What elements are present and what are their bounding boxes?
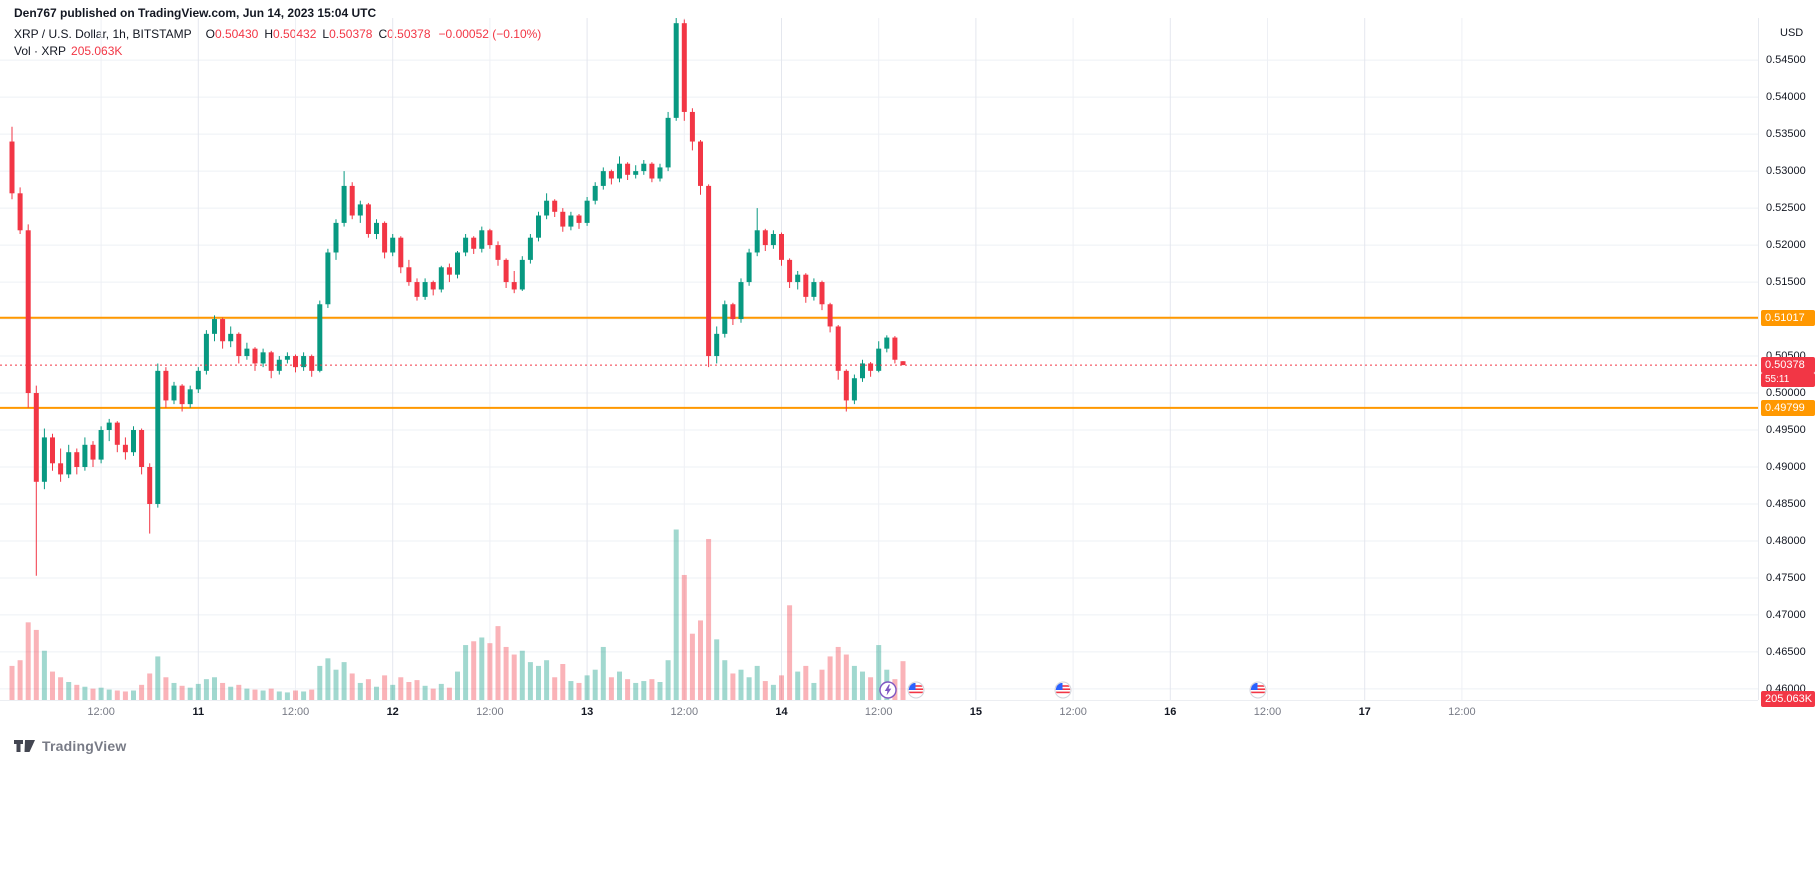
tradingview-logo-icon — [14, 740, 35, 752]
currency-label: USD — [1780, 27, 1804, 39]
ohlc-low-label: L — [322, 27, 330, 41]
price-tick: 0.53500 — [1766, 128, 1806, 141]
economic-event-flag-icon[interactable] — [1249, 681, 1267, 699]
bar-countdown-label: 55:11 — [1761, 373, 1815, 388]
ohlc-open-value: 0.50430 — [214, 27, 259, 41]
time-tick: 12:00 — [864, 706, 893, 718]
candles-layer[interactable] — [9, 18, 906, 576]
time-tick: 12 — [386, 706, 399, 718]
volume-axis-label: 205.063K — [1761, 691, 1815, 707]
ohlc-low-value: 0.50378 — [329, 27, 373, 41]
volume-indicator-row: Vol · XRP 205.063K — [14, 44, 122, 58]
price-tick: 0.53000 — [1766, 165, 1806, 178]
symbol-info-bar: XRP / U.S. Dollar, 1h, BITSTAMP O0.50430 H… — [14, 27, 541, 41]
price-tick: 0.50000 — [1766, 387, 1806, 400]
time-tick: 16 — [1164, 706, 1177, 718]
economic-event-flag-icon[interactable] — [1054, 681, 1072, 699]
ohlc-open-label: O — [205, 27, 215, 41]
time-tick: 13 — [580, 706, 594, 718]
time-tick: 12:00 — [281, 706, 310, 718]
economic-event-flag-icon[interactable] — [907, 681, 925, 699]
level-price-label[interactable]: 0.49799 — [1761, 399, 1815, 416]
price-tick: 0.48000 — [1766, 534, 1806, 547]
chart-plot-area[interactable] — [0, 18, 1758, 700]
price-tick: 0.46500 — [1766, 645, 1806, 658]
candlestick-chart[interactable] — [0, 18, 1758, 700]
price-tick: 0.52500 — [1766, 202, 1806, 215]
time-tick: 12:00 — [1253, 706, 1282, 718]
time-tick: 12:00 — [670, 706, 699, 718]
price-tick: 0.51500 — [1766, 276, 1806, 289]
ohlc-high-label: H — [264, 27, 274, 41]
grid-layer — [0, 18, 1758, 700]
volume-value: 205.063K — [71, 44, 123, 58]
time-tick: 12:00 — [476, 706, 504, 718]
price-tick: 0.52000 — [1766, 239, 1806, 252]
horizontal-levels-layer[interactable] — [0, 316, 1758, 409]
published-byline: Den767 published on TradingView.com, Jun… — [14, 6, 377, 20]
price-tick: 0.48500 — [1766, 497, 1806, 510]
volume-label[interactable]: Vol · XRP — [14, 44, 67, 58]
time-tick: 12:00 — [87, 706, 115, 718]
idea-lightning-icon[interactable] — [878, 681, 897, 699]
event-markers-layer — [878, 681, 1267, 699]
price-tick: 0.47500 — [1766, 571, 1806, 584]
time-tick: 15 — [969, 706, 983, 718]
price-tick: 0.49000 — [1766, 460, 1806, 473]
ohlc-close-value: 0.50378 — [387, 27, 431, 41]
ohlc-high-value: 0.50432 — [273, 27, 317, 41]
time-tick: 11 — [192, 706, 205, 718]
time-axis[interactable]: 12:00 11 12:00 12 12:00 13 12:00 14 12:00 15 12:00… — [0, 700, 1758, 725]
price-tick: 0.54500 — [1766, 54, 1806, 67]
ohlc-close-label: C — [378, 27, 388, 41]
tradingview-logo-text: TradingView — [42, 738, 127, 754]
time-tick: 14 — [775, 706, 788, 718]
price-tick: 0.47000 — [1766, 608, 1806, 621]
time-tick: 17 — [1358, 706, 1371, 718]
price-axis[interactable]: 0.54500 0.54000 0.53500 0.53000 0.52500 0.520… — [1758, 18, 1818, 707]
price-tick: 0.49500 — [1766, 424, 1806, 436]
symbol-title[interactable]: XRP / U.S. Dollar, 1h, BITSTAMP — [14, 27, 192, 41]
price-tick: 0.54000 — [1766, 91, 1806, 104]
last-price-label[interactable]: 0.50378 — [1761, 357, 1815, 374]
level-price-label[interactable]: 0.51017 — [1761, 309, 1815, 326]
time-tick: 12:00 — [1448, 706, 1476, 718]
tradingview-logo[interactable]: TradingView — [14, 738, 126, 754]
time-tick: 12:00 — [1059, 706, 1087, 718]
